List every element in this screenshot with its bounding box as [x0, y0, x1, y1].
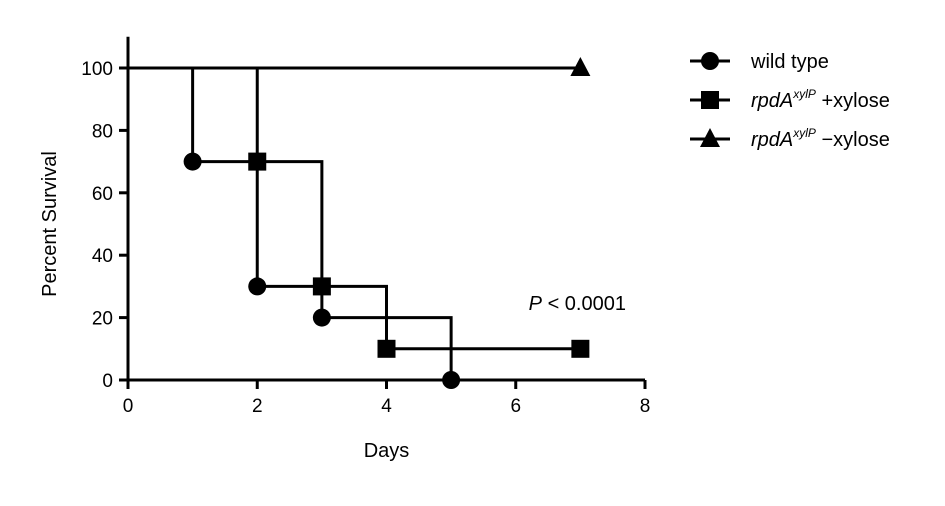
x-axis-title: Days — [364, 440, 410, 462]
data-point-square — [248, 152, 267, 171]
x-tick-label: 4 — [381, 396, 392, 417]
legend-marker-circle — [701, 52, 719, 70]
data-point-circle — [248, 277, 267, 296]
axes: 0 20 40 60 80 100 0 2 4 6 8 Days Percent Survival — [39, 36, 651, 462]
x-tick-label: 8 — [640, 396, 651, 417]
legend-label: wild type — [750, 51, 829, 73]
legend-label: rpdAxylP +xylose — [751, 87, 890, 112]
data-point-triangle — [570, 57, 591, 76]
x-tick-label: 0 — [123, 396, 134, 417]
legend-marker-triangle — [700, 128, 720, 147]
p-value-annotation: P < 0.0001 — [529, 293, 626, 315]
plot-area — [128, 57, 591, 389]
data-point-square — [312, 277, 331, 296]
legend-label: rpdAxylP −xylose — [751, 126, 890, 151]
data-point-circle — [312, 308, 331, 327]
series-line-1 — [128, 66, 453, 380]
x-tick-label: 6 — [510, 396, 521, 417]
x-tick-label: 2 — [252, 396, 263, 417]
data-point-square — [571, 339, 590, 358]
y-tick-label: 80 — [92, 121, 113, 142]
data-point-square — [377, 339, 396, 358]
y-tick-label: 40 — [92, 246, 113, 267]
y-tick-label: 0 — [102, 371, 113, 392]
y-tick-label: 100 — [81, 59, 113, 80]
series-line-2 — [128, 66, 581, 351]
y-axis-title: Percent Survival — [39, 151, 61, 297]
data-point-circle — [183, 152, 202, 171]
y-tick-label: 60 — [92, 184, 113, 205]
legend: wild type rpdAxylP +xylose rpdAxylP −xylos… — [690, 51, 890, 151]
y-tick-label: 20 — [92, 309, 113, 330]
legend-marker-square — [701, 91, 719, 109]
